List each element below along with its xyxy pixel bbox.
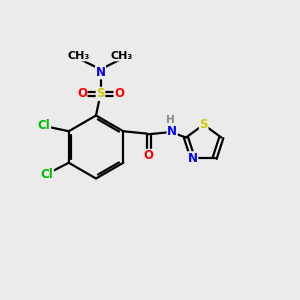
Text: H: H: [166, 116, 175, 125]
Text: CH₃: CH₃: [111, 51, 133, 61]
Text: O: O: [77, 87, 87, 101]
Text: Cl: Cl: [38, 119, 50, 132]
Text: CH₃: CH₃: [68, 51, 90, 61]
Text: O: O: [114, 87, 124, 101]
Text: Cl: Cl: [41, 168, 53, 181]
Text: S: S: [200, 118, 208, 131]
Text: S: S: [96, 87, 105, 101]
Text: N: N: [95, 66, 106, 79]
Text: N: N: [188, 152, 198, 165]
Text: O: O: [144, 149, 154, 162]
Text: N: N: [167, 125, 177, 138]
